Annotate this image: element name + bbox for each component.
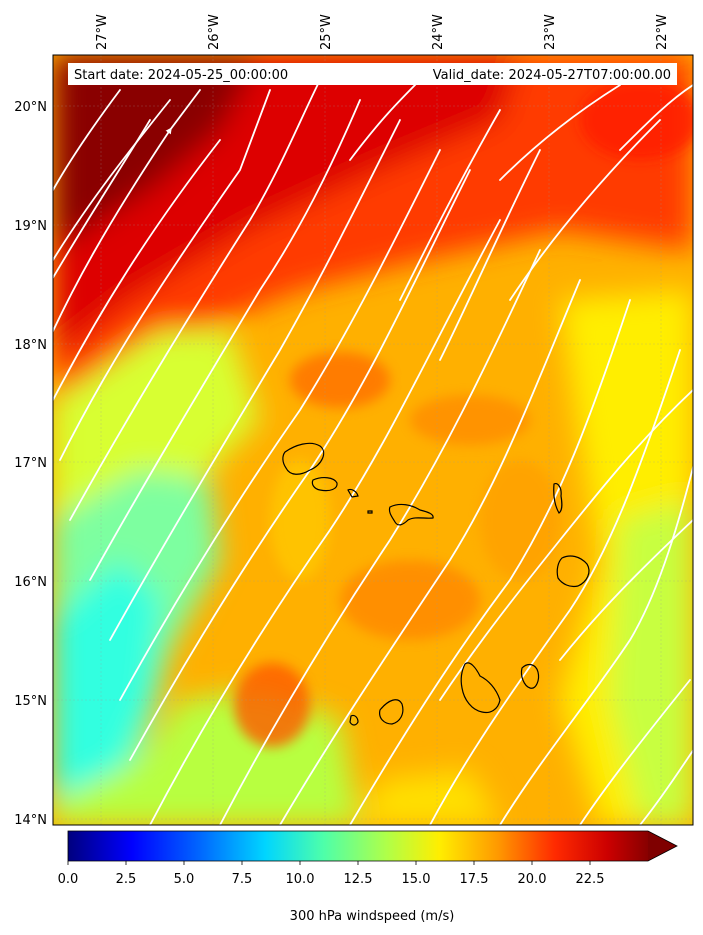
colorbar-tick-label: 12.5 <box>344 872 373 887</box>
colorbar-tick-label: 5.0 <box>174 872 195 887</box>
lon-tick-label: 26°W <box>207 14 222 50</box>
lat-tick-label: 20°N <box>14 100 47 115</box>
header-box <box>68 63 677 85</box>
latitude-ticks: 20°N 19°N 18°N 17°N 16°N 15°N 14°N <box>14 100 47 828</box>
coastlines <box>282 442 590 726</box>
lon-tick-label: 24°W <box>431 14 446 50</box>
lat-tick-label: 15°N <box>14 694 47 709</box>
lon-tick-label: 22°W <box>655 14 670 50</box>
colorbar-tick-label: 17.5 <box>460 872 489 887</box>
valid-date-label: Valid_date: 2024-05-27T07:00:00.00 <box>433 68 671 83</box>
colorbar-label: 300 hPa windspeed (m/s) <box>290 909 455 924</box>
lon-tick-label: 23°W <box>543 14 558 50</box>
lon-tick-label: 27°W <box>95 14 110 50</box>
colorbar-tick-label: 7.5 <box>232 872 253 887</box>
lat-tick-label: 19°N <box>14 219 47 234</box>
longitude-ticks: 27°W 26°W 25°W 24°W 23°W 22°W <box>95 14 670 50</box>
graticule <box>53 55 693 825</box>
colorbar-tick-label: 20.0 <box>518 872 547 887</box>
lat-tick-label: 14°N <box>14 813 47 828</box>
colorbar-extend-arrow <box>648 831 677 861</box>
colorbar-tick-label: 0.0 <box>58 872 79 887</box>
lat-tick-label: 16°N <box>14 575 47 590</box>
colorbar-tick-label: 2.5 <box>116 872 137 887</box>
map-frame <box>52 54 694 826</box>
colorbar: 0.0 2.5 5.0 7.5 10.0 12.5 15.0 17.5 20.0… <box>58 830 678 924</box>
colorbar-tick-label: 10.0 <box>286 872 315 887</box>
lat-tick-label: 17°N <box>14 456 47 471</box>
colorbar-tick-label: 15.0 <box>402 872 431 887</box>
windspeed-field <box>53 55 693 825</box>
lon-tick-label: 25°W <box>319 14 334 50</box>
start-date-label: Start date: 2024-05-25_00:00:00 <box>74 68 288 83</box>
lat-tick-label: 18°N <box>14 338 47 353</box>
colorbar-ticks <box>67 861 591 865</box>
colorbar-body <box>68 831 648 861</box>
colorbar-tick-label: 22.5 <box>576 872 605 887</box>
